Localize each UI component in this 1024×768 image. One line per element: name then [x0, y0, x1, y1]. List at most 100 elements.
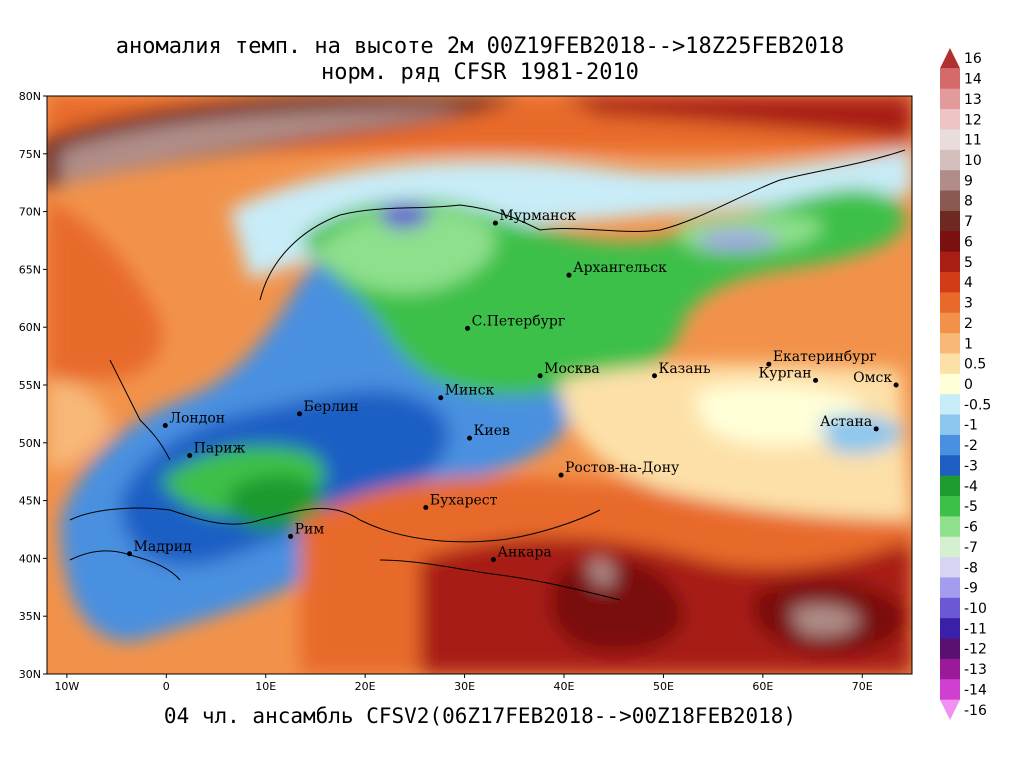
colorbar-cell — [940, 475, 960, 497]
colorbar-label: 5 — [964, 255, 973, 271]
city-label: С.Петербург — [472, 313, 566, 329]
colorbar-label: -16 — [964, 703, 987, 719]
colorbar-cell — [940, 557, 960, 578]
colorbar-label: 16 — [964, 51, 982, 67]
coastlines — [69, 149, 906, 601]
colorbar-cell — [940, 109, 960, 130]
colorbar-cell — [940, 272, 960, 293]
latitude-ticks: 30N 35N 40N 45N 50N 55N 60N 65N 70N 75N 80N — [19, 90, 47, 681]
colorbar-label: -7 — [964, 540, 978, 556]
city-label: Минск — [445, 383, 495, 399]
lat-tick-label: 50N — [19, 437, 41, 450]
city-label: Мадрид — [134, 539, 193, 555]
anatolia-coast — [379, 559, 621, 601]
colorbar-label: -5 — [964, 499, 978, 515]
lon-tick-label: 50E — [653, 680, 674, 693]
city-dot — [288, 533, 294, 539]
city-label: Астана — [820, 414, 872, 430]
colorbar-cell — [940, 292, 960, 314]
city-label: Берлин — [304, 399, 359, 415]
colorbar-label: -12 — [964, 642, 987, 658]
city-label: Курган — [759, 365, 812, 381]
scandinavia-coast — [259, 204, 541, 301]
colorbar-cell — [940, 638, 960, 660]
city-label: Киев — [474, 423, 510, 439]
city-dot — [492, 220, 498, 226]
city-dot — [162, 422, 168, 428]
lon-tick-label: 40E — [554, 680, 575, 693]
colorbar-label: 13 — [964, 92, 982, 108]
lon-tick-label: 20E — [355, 680, 376, 693]
city-dot — [187, 453, 193, 459]
colorbar-label: 4 — [964, 275, 973, 291]
south-europe-coast — [69, 507, 361, 525]
city-label: Ростов-на-Дону — [565, 460, 680, 476]
colorbar-label: 11 — [964, 133, 982, 149]
colorbar-label: 9 — [964, 173, 973, 189]
city-dot — [423, 505, 429, 511]
britain-coast — [109, 359, 171, 461]
city-label: Анкара — [497, 545, 551, 561]
city-dot — [766, 361, 772, 367]
city-dot — [566, 272, 572, 278]
colorbar-label: 1 — [964, 336, 973, 352]
black-sea-coast — [359, 509, 601, 543]
colorbar-label: -0.5 — [964, 397, 991, 413]
city-dot — [651, 373, 657, 379]
colorbar-label: 10 — [964, 153, 982, 169]
colorbar-cell — [940, 434, 960, 456]
colorbar-cell — [940, 414, 960, 436]
colorbar-label: -10 — [964, 601, 987, 617]
colorbar-label: 3 — [964, 296, 973, 312]
colorbar-cell — [940, 373, 960, 395]
colorbar-cell — [940, 88, 960, 110]
colorbar-label: 12 — [964, 112, 982, 128]
colorbar-label: -9 — [964, 581, 978, 597]
lat-tick-label: 70N — [19, 206, 41, 219]
colorbar-label: 0.5 — [964, 357, 986, 373]
lon-tick-label: 10E — [255, 680, 276, 693]
lat-tick-label: 40N — [19, 552, 41, 565]
longitude-ticks: 10W 0 10E 20E 30E 40E 50E 60E 70E — [54, 674, 873, 693]
colorbar-label: 2 — [964, 316, 973, 332]
colorbar-cell — [940, 455, 960, 477]
colorbar-cell — [940, 353, 960, 375]
city-dot — [813, 377, 819, 383]
city-label: Архангельск — [573, 260, 667, 276]
lon-tick-label: 30E — [454, 680, 475, 693]
city-dot — [873, 426, 879, 432]
title-line-2: норм. ряд CFSR 1981-2010 — [321, 60, 639, 85]
colorbar-cell-top — [940, 48, 960, 69]
colorbar-cell — [940, 679, 960, 701]
colorbar-label: -3 — [964, 458, 978, 474]
colorbar-label: 14 — [964, 72, 982, 88]
city-markers: Мурманск Архангельск С.Петербург Москва Каза… — [127, 208, 899, 563]
colorbar-label: -14 — [964, 682, 987, 698]
colorbar-cell — [940, 68, 960, 90]
city-dot — [127, 551, 133, 557]
colorbar-cell — [940, 394, 960, 416]
lon-tick-label: 10W — [54, 680, 79, 693]
lat-tick-label: 75N — [19, 148, 41, 161]
city-dot — [465, 325, 471, 331]
lat-tick-label: 45N — [19, 495, 41, 508]
city-label: Париж — [194, 441, 246, 457]
anomaly-field — [47, 96, 912, 674]
colorbar-label: -4 — [964, 479, 978, 495]
city-dot — [438, 395, 444, 401]
colorbar-cell — [940, 577, 960, 599]
city-dot — [297, 411, 303, 417]
colorbar-cell — [940, 149, 960, 171]
colorbar-cell — [940, 536, 960, 558]
city-label: Лондон — [169, 410, 225, 426]
city-label: Екатеринбург — [773, 349, 877, 365]
anomaly-blobs — [47, 96, 912, 674]
colorbar-cell — [940, 129, 960, 151]
city-label: Москва — [544, 361, 600, 377]
colorbar-label: -2 — [964, 438, 978, 454]
title-line-1: аномалия темп. на высоте 2м 00Z19FEB2018… — [115, 34, 845, 59]
colorbar-label: 7 — [964, 214, 973, 230]
arctic-coast — [539, 149, 906, 232]
colorbar-cell-bottom — [940, 699, 960, 720]
